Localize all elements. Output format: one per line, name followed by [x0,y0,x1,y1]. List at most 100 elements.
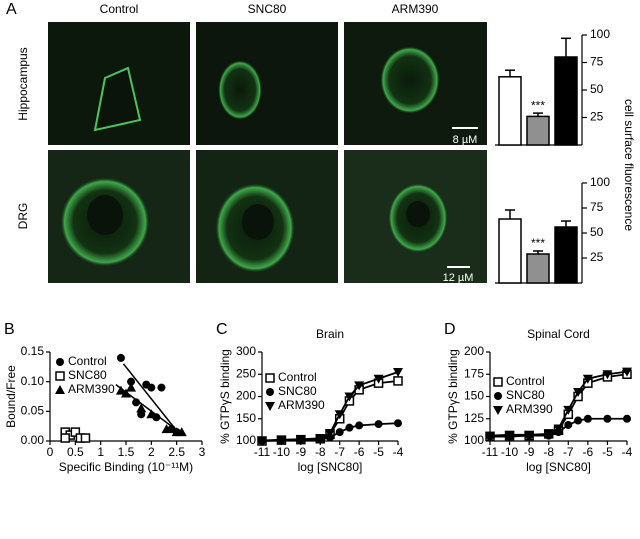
x-tick-label: -4 [393,445,404,459]
x-tick-label: -5 [373,445,384,459]
legend-marker [493,377,503,387]
y-tick-label: 0.05 [21,404,45,418]
data-point [147,383,156,392]
x-tick-label: -7 [334,445,345,459]
y-tick-label: 25 [590,110,604,124]
data-point [161,424,172,434]
data-point [325,428,335,438]
legend-marker [265,373,275,383]
y-axis-label: % GTPγS binding [218,349,232,444]
legend-marker [493,406,503,415]
y-tick-label: 300 [236,344,256,358]
data-point [553,424,564,434]
data-point [563,405,574,415]
x-tick-label: -9 [524,445,535,459]
y-tick-label: 175 [464,366,484,380]
bar [498,76,522,146]
y-tick-label: 0.15 [21,344,45,358]
data-point [574,416,583,425]
legend-marker [494,392,502,400]
data-point [564,420,573,429]
y-tick-label: 125 [464,411,484,425]
x-tick-label: -6 [354,445,365,459]
annotation: *** [531,236,545,250]
data-point [393,376,403,386]
data-point [374,420,383,429]
y-tick-label: 100 [464,433,484,447]
data-point [334,410,345,420]
data-point [344,392,355,402]
data-point [127,377,136,386]
legend-label: Control [68,354,107,368]
data-point [276,435,287,445]
data-point [393,368,403,378]
row-label: DRG [16,203,30,230]
y-axis-label: % GTPγS binding [446,349,460,444]
column-label: SNC80 [248,2,287,16]
y-tick-label: 75 [590,200,604,214]
x-tick-label: -11 [482,445,499,459]
data-point [80,433,91,443]
data-point [315,434,326,444]
data-point [60,433,70,443]
data-point [543,429,554,439]
data-point [603,414,612,423]
bar [526,115,550,146]
data-point [335,428,344,437]
data-point [116,353,125,362]
y-tick-label: 0.00 [21,433,45,447]
y-tick-label: 150 [236,411,256,425]
x-tick-label: -8 [315,445,326,459]
x-tick-label: 2.5 [168,445,185,459]
data-point [485,431,495,441]
data-point [176,427,187,437]
x-tick-label: -8 [543,445,554,459]
y-tick-label: 250 [236,366,256,380]
x-tick-label: 1 [97,445,104,459]
legend-label: SNC80 [278,384,317,398]
bar [554,226,578,284]
y-axis-label: Bound/Free [4,365,18,428]
data-point [121,388,131,398]
y-axis-label: cell surface fluorescence [622,99,636,231]
x-tick-label: -5 [602,445,613,459]
y-tick-label: 100 [590,175,610,189]
y-tick-label: 75 [590,55,604,69]
x-tick-label: 1.5 [118,445,135,459]
annotation: *** [531,98,545,112]
x-axis-label: log [SNC80] [526,460,591,474]
panel-label: D [444,321,456,338]
data-point [394,419,402,428]
data-point [132,398,141,407]
data-point [583,414,592,423]
series-line [261,371,399,442]
x-tick-label: 0 [47,445,54,459]
series-line [490,417,627,438]
y-tick-label: 0.10 [21,374,45,388]
x-axis-label: log [SNC80] [298,460,363,474]
chart-title: Spinal Cord [527,327,590,341]
y-tick-label: 100 [236,433,256,447]
x-tick-label: -10 [273,445,291,459]
data-point [146,409,157,419]
y-tick-label: 50 [590,82,604,96]
y-tick-label: 150 [464,389,484,403]
data-point [602,370,613,380]
x-tick-label: -11 [254,445,271,459]
data-point [345,423,354,432]
data-point [582,374,593,384]
x-tick-label: -10 [501,445,519,459]
legend-marker [55,385,65,394]
data-point [295,435,306,445]
data-point [354,381,365,391]
data-point [622,367,632,377]
x-tick-label: -9 [296,445,307,459]
scale-bar-label: 8 µM [453,134,478,146]
fit-line [122,363,180,435]
data-point [257,436,267,446]
legend-label: Control [506,374,545,388]
panel-label: C [216,321,228,338]
legend-label: Control [278,370,317,384]
row-label: Hippocampus [16,47,30,120]
